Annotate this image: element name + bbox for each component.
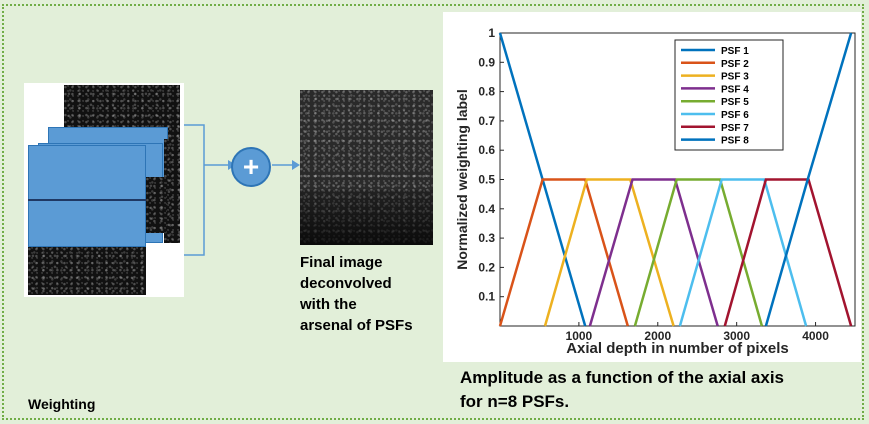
series-line: [764, 32, 853, 327]
middle-caption: Final image deconvolved with the arsenal…: [300, 252, 440, 336]
y-tick-label: 0.9: [478, 55, 495, 69]
middle-caption-line-2: deconvolved: [300, 275, 392, 292]
y-tick-label: 0.3: [478, 231, 495, 245]
series-line: [543, 178, 675, 327]
middle-caption-line-4: arsenal of PSFs: [300, 317, 413, 334]
blue-layer-front: [28, 145, 146, 247]
weighting-image-stack: [24, 83, 184, 297]
chart-caption-line-1: Amplitude as a function of the axial axi…: [460, 368, 785, 387]
y-tick-label: 0.5: [478, 173, 495, 187]
plus-icon: +: [242, 151, 260, 182]
legend-entry: PSF 7: [721, 123, 749, 134]
chart-background: [443, 12, 861, 362]
legend-entry: PSF 8: [721, 136, 749, 147]
psf-weighting-chart: 0.1 0.2 0.3 0.4 0.5 0.6 0.7 0.8 0.9 1 1000 2000 3000…: [443, 12, 861, 362]
chart-caption: Amplitude as a function of the axial axi…: [460, 366, 865, 414]
x-tick-label: 2000: [644, 329, 671, 343]
y-axis-label: Normalized weighting label: [454, 89, 470, 269]
y-tick-label: 0.1: [478, 290, 495, 304]
middle-caption-line-3: with the: [300, 296, 357, 313]
legend-entry: PSF 3: [721, 72, 749, 83]
final-image: [300, 90, 433, 245]
y-tick-label: 0.2: [478, 260, 495, 274]
x-tick-label: 3000: [723, 329, 750, 343]
dotted-border: [2, 4, 864, 420]
front-noise-image: [28, 247, 146, 295]
x-tick-label: 4000: [802, 329, 829, 343]
series-line: [678, 178, 808, 327]
y-tick-label: 0.8: [478, 85, 495, 99]
legend-box: [674, 39, 784, 151]
legend-entry: PSF 1: [721, 46, 749, 57]
chart-caption-line-2: for n=8 PSFs.: [460, 392, 570, 411]
y-tick-label: 0.6: [478, 143, 495, 157]
final-image-dark-bottom: [300, 190, 433, 245]
y-tick-label: 1: [488, 26, 495, 40]
series-line: [498, 178, 630, 327]
middle-noise-strip: [146, 177, 166, 233]
series-line: [588, 178, 719, 327]
legend-entry: PSF 4: [721, 84, 749, 95]
y-tick-label: 0.4: [478, 202, 495, 216]
weighting-caption: Weighting: [28, 396, 96, 412]
x-axis-label: Axial depth in number of pixels: [566, 340, 789, 357]
y-tick-label: 0.7: [478, 114, 495, 128]
front-divider-line: [28, 199, 146, 201]
x-tick-label: 1000: [566, 329, 593, 343]
right-strip-image: [164, 139, 180, 243]
middle-caption-line-1: Final image: [300, 254, 383, 271]
connector-arrows: [184, 124, 300, 256]
legend-entry: PSF 5: [721, 97, 749, 108]
legend-entry: PSF 2: [721, 59, 749, 70]
plus-circle: +: [231, 147, 271, 187]
series-line: [723, 178, 853, 327]
legend-entry: PSF 6: [721, 110, 749, 121]
series-line: [633, 178, 764, 327]
